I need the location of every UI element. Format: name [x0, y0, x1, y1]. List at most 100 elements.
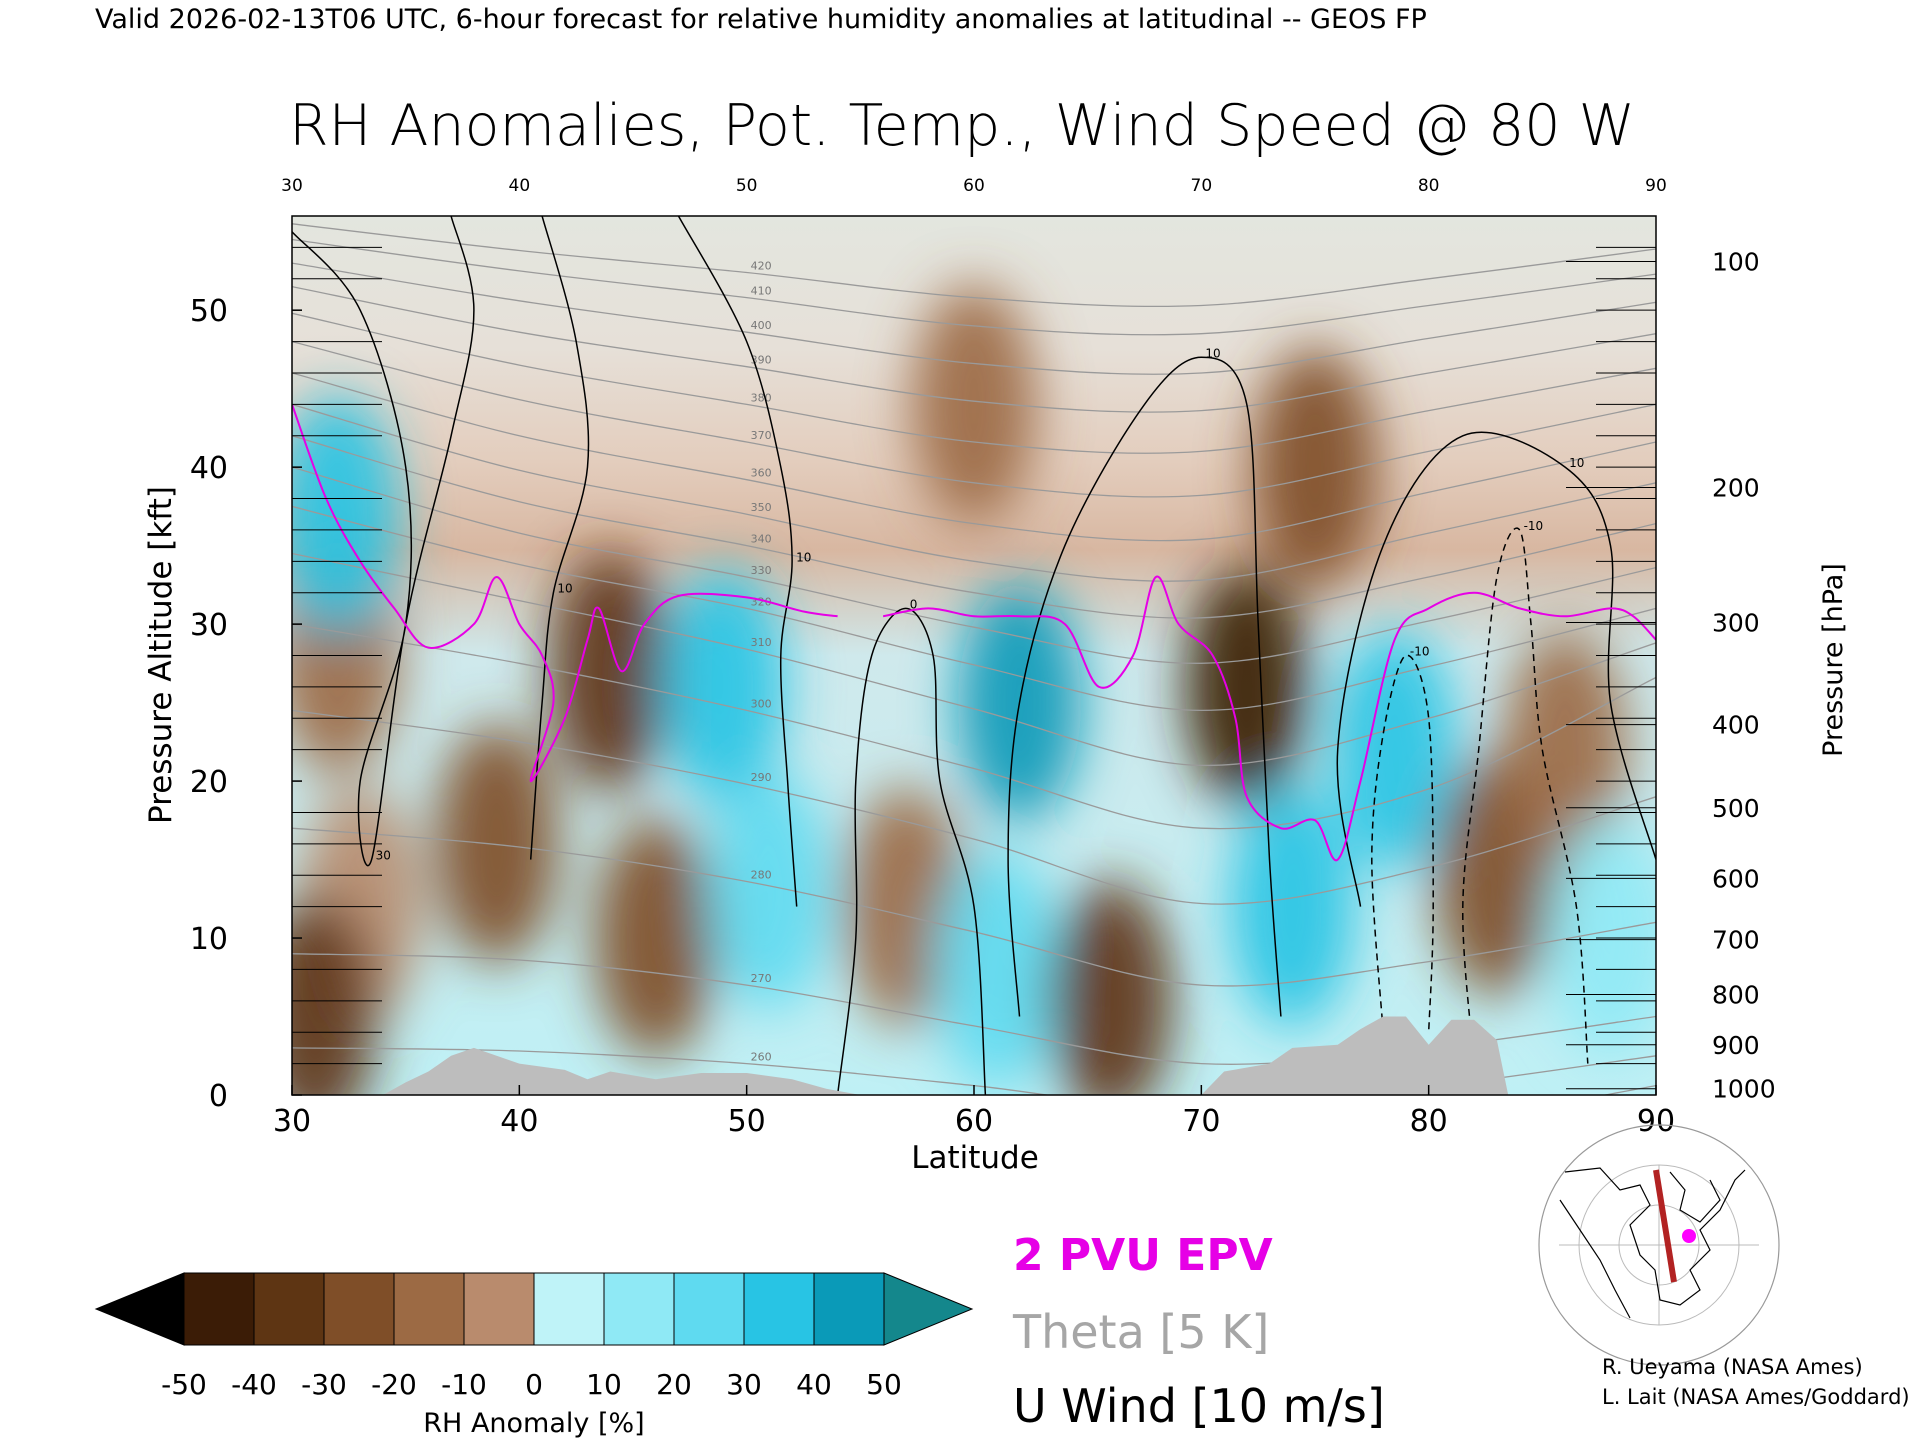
wind-contour-label: -10 — [1410, 645, 1430, 659]
x-axis: 30 40 50 60 70 80 90 — [273, 1085, 1675, 1139]
y-axis-left: 0 10 20 30 40 50 — [190, 246, 382, 1114]
x-tick-label: 30 — [273, 1104, 311, 1139]
pressure-tick-label: 400 — [1712, 711, 1760, 740]
top-tick-label: 80 — [1418, 176, 1440, 196]
pressure-tick-label: 600 — [1712, 864, 1760, 893]
x-tick-label: 60 — [955, 1104, 993, 1139]
plot-area: 4204104003903803703603503403303203103002… — [292, 216, 1656, 1095]
wind-contours: 30 10 10 0 10 10 -10 -10 — [292, 216, 1656, 1095]
theta-contour-label: 410 — [751, 285, 772, 298]
inset-location-marker — [1682, 1229, 1696, 1243]
theta-contour-label: 370 — [751, 429, 772, 442]
colorbar-tick-label: -50 — [161, 1368, 207, 1401]
x-tick-label: 70 — [1182, 1104, 1220, 1139]
theta-contour-label: 260 — [751, 1051, 772, 1064]
pressure-tick-label: 200 — [1712, 474, 1760, 503]
x-tick-label: 50 — [728, 1104, 766, 1139]
colorbar-tick-label: 0 — [525, 1368, 543, 1401]
wind-contour-label: 10 — [1205, 346, 1220, 360]
terrain-mask — [292, 1016, 1656, 1095]
rh-anomaly-blob — [912, 284, 1036, 525]
colorbar-segment — [253, 1272, 325, 1346]
y-tick-label: 50 — [190, 294, 228, 329]
rh-anomaly-blob — [548, 551, 673, 792]
credit-1: R. Ueyama (NASA Ames) — [1602, 1355, 1863, 1379]
valid-line: Valid 2026-02-13T06 UTC, 6-hour forecast… — [95, 4, 1427, 35]
y-tick-label: 30 — [190, 608, 228, 643]
wind-contour — [1371, 654, 1434, 1033]
rh-anomaly-blob — [1332, 629, 1457, 870]
y-axis-label-left: Pressure Altitude [kft] — [143, 486, 179, 824]
rh-anomaly-blob — [707, 770, 832, 1011]
theta-contour-label: 300 — [751, 697, 772, 710]
wind-contour — [836, 607, 987, 1095]
theta-contour — [292, 223, 1656, 308]
top-tick-label: 30 — [281, 176, 303, 196]
theta-contour — [292, 709, 1656, 905]
y-tick-label: 40 — [190, 451, 228, 486]
colorbar-under-arrow — [94, 1272, 185, 1346]
colorbar-tick-label: 10 — [586, 1368, 622, 1401]
pressure-tick-label: 500 — [1712, 794, 1760, 823]
rh-anomaly-blob — [1048, 880, 1173, 1095]
colorbar-tick-label: -40 — [231, 1368, 277, 1401]
theta-contour — [292, 435, 1656, 619]
colorbar-segment — [673, 1272, 745, 1346]
epv-2pvu-contour — [882, 575, 1656, 861]
rh-anomaly-blob — [434, 723, 559, 964]
credit-2: L. Lait (NASA Ames/Goddard) — [1602, 1385, 1910, 1409]
epv-contours — [292, 404, 1656, 861]
inset-section-line — [1653, 1169, 1677, 1283]
colorbar-segment — [533, 1272, 605, 1346]
y-tick-label: 0 — [209, 1079, 228, 1114]
rh-anomaly-blob — [934, 849, 1059, 1090]
pressure-tick-label: 900 — [1712, 1031, 1760, 1060]
wind-contour — [1336, 431, 1656, 907]
theta-contour-label: 330 — [751, 564, 772, 577]
y-axis-label-right: Pressure [hPa] — [1818, 563, 1849, 757]
inset-map-outline — [1538, 1124, 1780, 1366]
theta-contour-label: 390 — [751, 354, 772, 367]
terrain — [292, 1016, 1656, 1095]
pressure-tick-label: 700 — [1712, 926, 1760, 955]
wind-contour-label: 30 — [376, 849, 391, 863]
top-tick-label: 60 — [963, 176, 985, 196]
top-tick-label: 40 — [509, 176, 531, 196]
pressure-tick-label: 1000 — [1712, 1075, 1776, 1104]
top-tick-label: 90 — [1645, 176, 1667, 196]
rh-anomaly-blob — [1503, 629, 1628, 870]
pressure-tick-label: 800 — [1712, 981, 1760, 1010]
colorbar-tick-label: 30 — [726, 1368, 762, 1401]
theta-contour-label: 310 — [751, 636, 772, 649]
theta-contour-label: 360 — [751, 467, 772, 480]
wind-contour-label: -10 — [1524, 519, 1544, 533]
colorbar-segment — [463, 1272, 535, 1346]
wind-contour — [1462, 527, 1589, 1064]
rh-anomaly-blob — [292, 394, 400, 635]
y-axis-right: 100 200 300 400 500 600 700 800 900 1000 — [1566, 246, 1776, 1104]
x-tick-label: 40 — [500, 1104, 538, 1139]
theta-contour — [292, 262, 1656, 375]
theta-contour — [292, 340, 1656, 498]
theta-contour — [292, 285, 1656, 413]
colorbar-tick-label: -10 — [441, 1368, 487, 1401]
colorbar-segment — [603, 1272, 675, 1346]
theta-contour — [292, 466, 1656, 664]
x-tick-label: 80 — [1410, 1104, 1448, 1139]
wind-contour — [529, 216, 590, 860]
top-tick-label: 50 — [736, 176, 758, 196]
colorbar-over-arrow — [883, 1272, 974, 1346]
y-tick-label: 10 — [190, 922, 228, 957]
legend-epv: 2 PVU EPV — [1013, 1230, 1273, 1281]
colorbar-label: RH Anomaly [%] — [423, 1408, 644, 1439]
colorbar-tick-label: -30 — [301, 1368, 347, 1401]
theta-contour — [292, 238, 1656, 336]
legend-wind: U Wind [10 m/s] — [1013, 1379, 1385, 1433]
theta-contour-label: 270 — [751, 972, 772, 985]
top-tick-label: 70 — [1191, 176, 1213, 196]
theta-contour — [292, 403, 1656, 582]
wind-contour-label: 10 — [796, 550, 811, 564]
rh-anomaly-blob — [1184, 566, 1309, 807]
wind-contour-label: 10 — [557, 582, 572, 596]
colorbar-tick-label: 20 — [656, 1368, 692, 1401]
